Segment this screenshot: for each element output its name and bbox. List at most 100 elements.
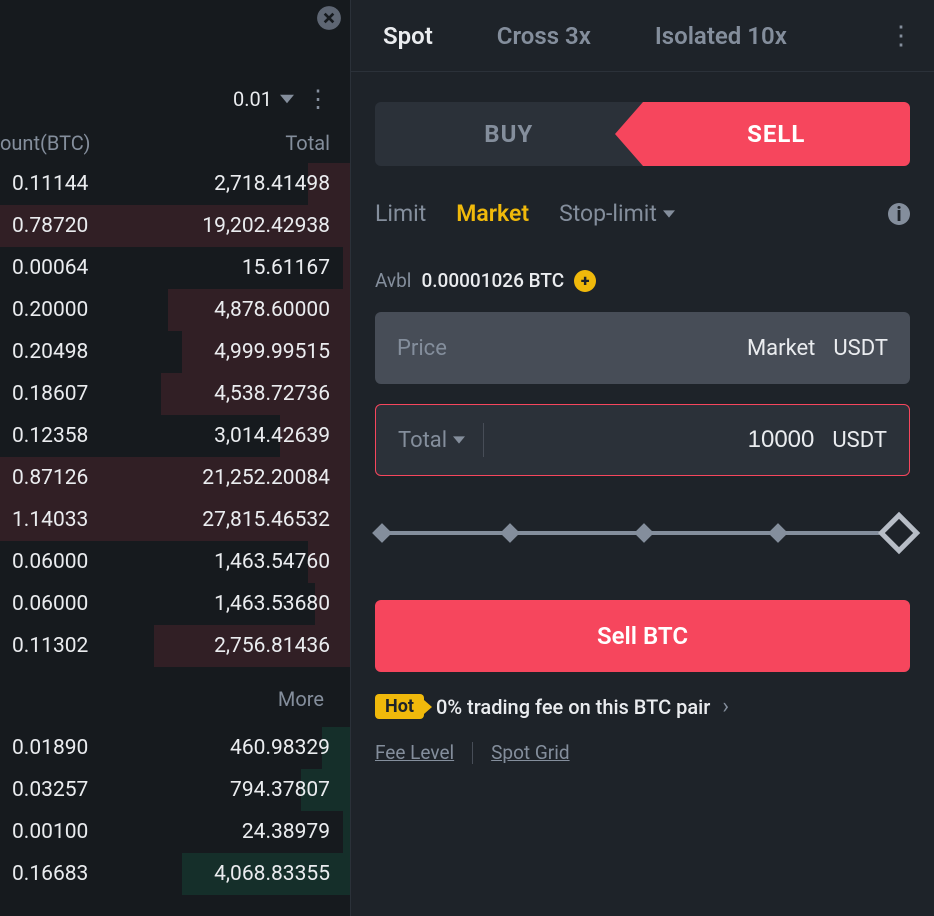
orderbook-row[interactable]: 0.186074,538.72736 — [0, 373, 350, 415]
bottom-links: Fee Level Spot Grid — [375, 741, 910, 764]
orderbook-total: 24.38979 — [150, 820, 330, 844]
order-type-market[interactable]: Market — [456, 200, 529, 227]
price-value: Market — [747, 336, 815, 361]
orderbook-total: 2,756.81436 — [150, 634, 330, 658]
orderbook-row[interactable]: 0.166834,068.83355 — [0, 853, 350, 895]
plus-icon[interactable]: + — [574, 270, 596, 292]
trade-panel: Spot Cross 3x Isolated 10x ⋮ BUY SELL Li… — [350, 0, 934, 916]
tab-spot[interactable]: Spot — [351, 0, 465, 72]
orderbook-amount: 0.11144 — [0, 172, 150, 196]
order-type-stoplimit-label: Stop-limit — [559, 200, 657, 227]
orderbook-amount: 0.06000 — [0, 550, 150, 574]
total-input[interactable] — [614, 426, 814, 454]
slider-stop[interactable] — [634, 523, 654, 543]
orderbook-row[interactable]: 0.111442,718.41498 — [0, 163, 350, 205]
precision-value: 0.01 — [233, 87, 272, 111]
orderbook-total: 21,252.20084 — [150, 466, 330, 490]
slider-stop[interactable] — [372, 523, 392, 543]
precision-selector[interactable]: 0.01 — [233, 87, 294, 111]
orderbook-row[interactable]: 0.7872019,202.42938 — [0, 205, 350, 247]
orderbook-more[interactable]: More — [0, 667, 350, 727]
fee-banner-text: 0% trading fee on this BTC pair — [436, 695, 710, 719]
orderbook-total: 1,463.54760 — [150, 550, 330, 574]
orderbook-amount: 0.20498 — [0, 340, 150, 364]
orderbook-total: 15.61167 — [150, 256, 330, 280]
total-label-text: Total — [398, 428, 447, 453]
kebab-icon[interactable]: ⋮ — [306, 85, 330, 113]
info-icon[interactable]: i — [888, 203, 910, 225]
orderbook-amount: 0.11302 — [0, 634, 150, 658]
fee-level-link[interactable]: Fee Level — [375, 741, 454, 764]
orderbook-row[interactable]: 0.8712621,252.20084 — [0, 457, 350, 499]
slider-stop[interactable] — [500, 523, 520, 543]
orderbook-amount: 1.14033 — [0, 508, 150, 532]
total-label[interactable]: Total — [398, 428, 465, 453]
avbl-value: 0.00001026 BTC — [421, 269, 564, 292]
orderbook-total: 460.98329 — [150, 736, 330, 760]
fee-banner[interactable]: Hot 0% trading fee on this BTC pair › — [375, 694, 910, 719]
orderbook-total: 4,068.83355 — [150, 862, 330, 886]
tab-isolated[interactable]: Isolated 10x — [623, 0, 819, 72]
margin-tabs: Spot Cross 3x Isolated 10x ⋮ — [351, 0, 934, 72]
order-type-stoplimit[interactable]: Stop-limit — [559, 200, 675, 227]
chevron-down-icon — [280, 94, 294, 104]
orderbook-row[interactable]: 1.1403327,815.46532 — [0, 499, 350, 541]
orderbook-row[interactable]: 0.0010024.38979 — [0, 811, 350, 853]
price-input-row: Price Market USDT — [375, 312, 910, 384]
orderbook-row[interactable]: 0.03257794.37807 — [0, 769, 350, 811]
orderbook-amount: 0.16683 — [0, 862, 150, 886]
buy-rows: 0.01890460.983290.03257794.378070.001002… — [0, 727, 350, 895]
order-type-tabs: Limit Market Stop-limit i — [375, 200, 910, 227]
orderbook-row[interactable]: 0.0006415.61167 — [0, 247, 350, 289]
orderbook-row[interactable]: 0.060001,463.54760 — [0, 541, 350, 583]
orderbook-amount: 0.03257 — [0, 778, 150, 802]
orderbook-row[interactable]: 0.01890460.98329 — [0, 727, 350, 769]
chevron-down-icon — [453, 436, 465, 444]
orderbook-total: 2,718.41498 — [150, 172, 330, 196]
close-icon[interactable] — [316, 5, 342, 38]
orderbook-amount: 0.00064 — [0, 256, 150, 280]
orderbook-amount: 0.00100 — [0, 820, 150, 844]
orderbook-row[interactable]: 0.123583,014.42639 — [0, 415, 350, 457]
separator — [483, 423, 484, 457]
price-label: Price — [397, 336, 447, 361]
sell-btc-button[interactable]: Sell BTC — [375, 600, 910, 672]
slider-handle[interactable] — [878, 512, 920, 554]
chevron-right-icon: › — [722, 694, 729, 719]
amount-slider[interactable] — [375, 520, 910, 546]
orderbook-row[interactable]: 0.060001,463.53680 — [0, 583, 350, 625]
orderbook-total: 4,878.60000 — [150, 298, 330, 322]
orderbook-amount: 0.01890 — [0, 736, 150, 760]
total-unit: USDT — [832, 428, 887, 453]
slider-stop[interactable] — [768, 523, 788, 543]
orderbook-amount: 0.12358 — [0, 424, 150, 448]
buy-button[interactable]: BUY — [375, 102, 643, 166]
orderbook-total: 3,014.42639 — [150, 424, 330, 448]
orderbook-total: 19,202.42938 — [150, 214, 330, 238]
chevron-down-icon — [663, 210, 675, 218]
orderbook-amount: 0.06000 — [0, 592, 150, 616]
col-header-amount: ount(BTC) — [0, 131, 150, 155]
spot-grid-link[interactable]: Spot Grid — [491, 741, 569, 764]
orderbook-amount: 0.87126 — [0, 466, 150, 490]
orderbook-total: 794.37807 — [150, 778, 330, 802]
sell-button[interactable]: SELL — [643, 102, 911, 166]
orderbook-total: 1,463.53680 — [150, 592, 330, 616]
orderbook-row[interactable]: 0.200004,878.60000 — [0, 289, 350, 331]
orderbook-total: 27,815.46532 — [150, 508, 330, 532]
orderbook-row[interactable]: 0.204984,999.99515 — [0, 331, 350, 373]
kebab-icon[interactable]: ⋮ — [880, 21, 922, 51]
orderbook-amount: 0.78720 — [0, 214, 150, 238]
separator — [472, 742, 473, 764]
tab-cross[interactable]: Cross 3x — [465, 0, 623, 72]
orderbook-row[interactable]: 0.113022,756.81436 — [0, 625, 350, 667]
orderbook-header: ount(BTC) Total — [0, 123, 350, 163]
buy-sell-toggle: BUY SELL — [375, 102, 910, 166]
col-header-total: Total — [150, 131, 330, 155]
avbl-label: Avbl — [375, 269, 411, 292]
available-balance: Avbl 0.00001026 BTC + — [375, 269, 910, 292]
price-unit: USDT — [833, 336, 888, 361]
orderbook-total: 4,538.72736 — [150, 382, 330, 406]
orderbook-panel: 0.01 ⋮ ount(BTC) Total 0.111442,718.4149… — [0, 0, 350, 916]
order-type-limit[interactable]: Limit — [375, 200, 426, 227]
